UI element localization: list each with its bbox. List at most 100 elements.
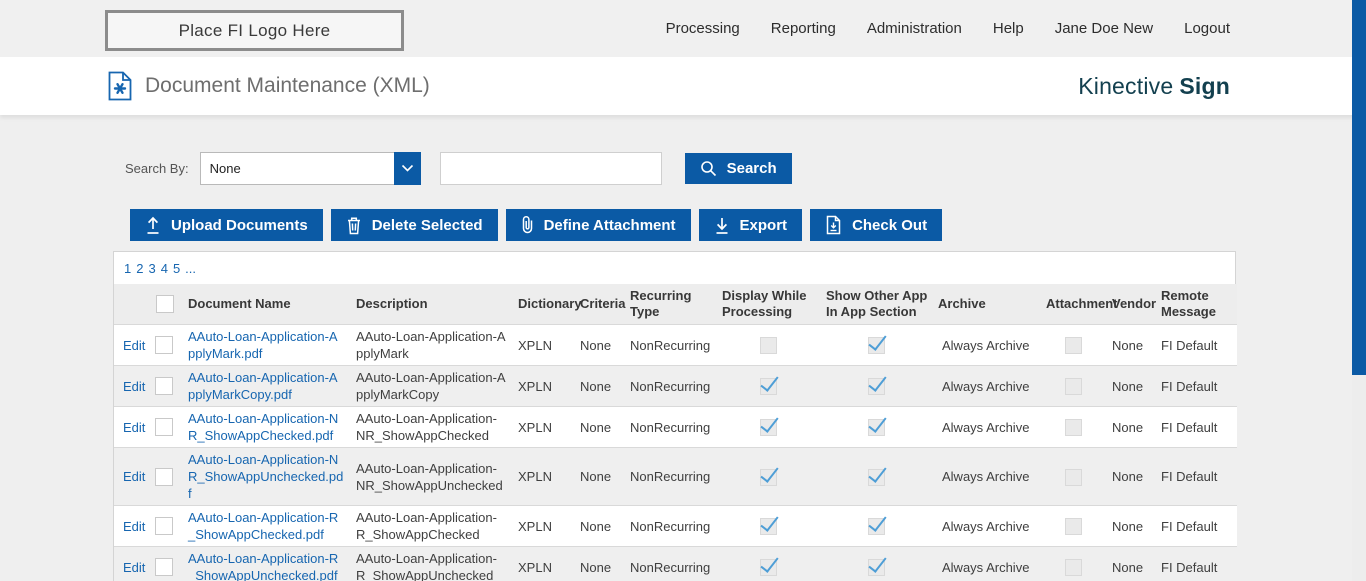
remote-message-cell: FI Default bbox=[1161, 469, 1218, 484]
documents-table-container: 1 2 3 4 5... Document Name Description Dicti… bbox=[113, 251, 1237, 581]
table-row: Edit AAuto-Loan-Application-R_ShowAppUnc… bbox=[114, 546, 1237, 581]
description-cell: AAuto-Loan-Application-ApplyMarkCopy bbox=[356, 370, 506, 402]
upload-documents-button[interactable]: Upload Documents bbox=[130, 209, 323, 241]
select-all-checkbox[interactable] bbox=[156, 295, 174, 313]
show-other-app-checkbox bbox=[867, 337, 885, 355]
top-bar: Place FI Logo Here Processing Reporting … bbox=[0, 0, 1366, 57]
pagination-link[interactable]: 5 bbox=[172, 261, 181, 276]
description-cell: AAuto-Loan-Application-NR_ShowAppChecked bbox=[356, 411, 497, 443]
row-checkbox[interactable] bbox=[155, 336, 173, 355]
attachment-checkbox bbox=[1064, 378, 1082, 396]
description-cell: AAuto-Loan-Application-ApplyMark bbox=[356, 329, 506, 361]
edit-link[interactable]: Edit bbox=[123, 419, 146, 435]
archive-cell: Always Archive bbox=[942, 419, 1030, 435]
row-select-cell bbox=[146, 325, 182, 366]
search-input[interactable] bbox=[439, 152, 662, 185]
display-while-processing-checkbox bbox=[759, 378, 777, 396]
edit-link[interactable]: Edit bbox=[123, 518, 146, 534]
document-name-cell: AAuto-Loan-Application-NR_ShowAppChecked… bbox=[182, 407, 350, 448]
document-name-cell: AAuto-Loan-Application-NR_ShowAppUncheck… bbox=[182, 448, 350, 506]
dictionary-cell: XPLN bbox=[518, 559, 552, 575]
document-name-link[interactable]: AAuto-Loan-Application-ApplyMarkCopy.pdf bbox=[188, 370, 338, 402]
pagination-link[interactable]: 3 bbox=[148, 261, 156, 276]
header-criteria: Criteria bbox=[580, 296, 626, 311]
header-recurring-type: Recurring Type bbox=[630, 288, 692, 319]
document-name-link[interactable]: AAuto-Loan-Application-R_ShowAppUnchecke… bbox=[188, 551, 339, 581]
top-navigation: Processing Reporting Administration Help… bbox=[666, 0, 1230, 57]
pagination-link[interactable]: 1 bbox=[124, 261, 132, 276]
delete-selected-label: Delete Selected bbox=[371, 216, 483, 234]
dictionary-cell: XPLN bbox=[518, 469, 552, 484]
document-name-link[interactable]: AAuto-Loan-Application-ApplyMark.pdf bbox=[188, 329, 338, 361]
row-select-cell bbox=[146, 366, 182, 407]
remote-message-cell: FI Default bbox=[1161, 518, 1218, 534]
row-checkbox[interactable] bbox=[155, 467, 173, 486]
check-out-button[interactable]: Check Out bbox=[810, 209, 943, 241]
vendor-cell: None bbox=[1112, 518, 1144, 534]
edit-cell: Edit bbox=[114, 506, 146, 547]
nav-item-processing[interactable]: Processing bbox=[665, 20, 740, 37]
edit-link[interactable]: Edit bbox=[123, 469, 146, 484]
nav-item-logout[interactable]: Logout bbox=[1184, 20, 1230, 37]
edit-cell: Edit bbox=[114, 448, 146, 506]
document-name-link[interactable]: AAuto-Loan-Application-NR_ShowAppUncheck… bbox=[188, 452, 344, 501]
header-archive: Archive bbox=[938, 296, 986, 311]
page-header: Document Maintenance (XML) Kinective Sig… bbox=[0, 57, 1366, 115]
export-button[interactable]: Export bbox=[698, 209, 803, 241]
display-while-processing-checkbox bbox=[759, 468, 777, 486]
pagination-link[interactable]: 2 bbox=[136, 261, 144, 276]
search-button[interactable]: Search bbox=[684, 153, 792, 184]
nav-item-help[interactable]: Help bbox=[992, 20, 1024, 37]
brand-regular: Kinective bbox=[1078, 72, 1174, 99]
recurring-type-cell: NonRecurring bbox=[630, 378, 711, 394]
header-dictionary: Dictionary bbox=[518, 296, 582, 311]
nav-item-reporting[interactable]: Reporting bbox=[770, 20, 836, 37]
header-edit-spacer bbox=[114, 284, 146, 325]
display-while-processing-cell bbox=[716, 506, 820, 547]
show-other-app-checkbox bbox=[867, 468, 885, 486]
show-other-app-checkbox bbox=[867, 419, 885, 437]
define-attachment-button[interactable]: Define Attachment bbox=[505, 209, 691, 241]
vendor-cell: None bbox=[1112, 559, 1144, 575]
edit-link[interactable]: Edit bbox=[123, 559, 146, 575]
edit-cell: Edit bbox=[114, 325, 146, 366]
edit-link[interactable]: Edit bbox=[123, 337, 146, 353]
document-name-link[interactable]: AAuto-Loan-Application-R_ShowAppChecked.… bbox=[188, 510, 339, 542]
row-checkbox[interactable] bbox=[155, 517, 173, 536]
pagination-link[interactable]: 4 bbox=[160, 261, 168, 276]
row-checkbox[interactable] bbox=[155, 558, 173, 577]
display-while-processing-checkbox bbox=[759, 518, 777, 536]
nav-item-administration[interactable]: Administration bbox=[866, 20, 962, 37]
brand-bold: Sign bbox=[1179, 72, 1230, 99]
table-row: Edit AAuto-Loan-Application-R_ShowAppChe… bbox=[114, 505, 1237, 547]
trash-icon bbox=[346, 216, 362, 235]
display-while-processing-cell bbox=[716, 325, 820, 366]
scrollbar-thumb[interactable] bbox=[1352, 0, 1366, 375]
edit-link[interactable]: Edit bbox=[123, 378, 146, 394]
table-row: Edit AAuto-Loan-Application-NR_ShowAppUn… bbox=[114, 447, 1237, 506]
attachment-cell bbox=[1040, 325, 1106, 366]
show-other-app-cell bbox=[820, 325, 932, 366]
pagination-link[interactable]: ... bbox=[185, 261, 197, 276]
recurring-type-cell: NonRecurring bbox=[630, 518, 711, 534]
document-name-cell: AAuto-Loan-Application-ApplyMarkCopy.pdf bbox=[182, 366, 350, 407]
header-show-other-app: Show Other App In App Section bbox=[826, 288, 928, 319]
criteria-cell: None bbox=[580, 419, 612, 435]
row-select-cell bbox=[146, 407, 182, 448]
document-name-link[interactable]: AAuto-Loan-Application-NR_ShowAppChecked… bbox=[188, 411, 339, 443]
row-checkbox[interactable] bbox=[155, 377, 173, 396]
attachment-checkbox bbox=[1064, 468, 1082, 486]
row-checkbox[interactable] bbox=[155, 418, 173, 437]
paperclip-icon bbox=[521, 215, 534, 235]
search-by-dropdown[interactable]: None bbox=[199, 152, 421, 185]
attachment-checkbox bbox=[1064, 518, 1082, 536]
check-out-label: Check Out bbox=[852, 216, 928, 234]
nav-item-user[interactable]: Jane Doe New bbox=[1054, 20, 1154, 37]
delete-selected-button[interactable]: Delete Selected bbox=[330, 209, 498, 241]
dictionary-cell: XPLN bbox=[518, 518, 552, 534]
header-document-name: Document Name bbox=[188, 296, 291, 311]
show-other-app-cell bbox=[820, 547, 932, 581]
table-row: Edit AAuto-Loan-Application-ApplyMark.pd… bbox=[114, 324, 1237, 366]
display-while-processing-checkbox bbox=[759, 419, 777, 437]
attachment-checkbox bbox=[1064, 337, 1082, 355]
